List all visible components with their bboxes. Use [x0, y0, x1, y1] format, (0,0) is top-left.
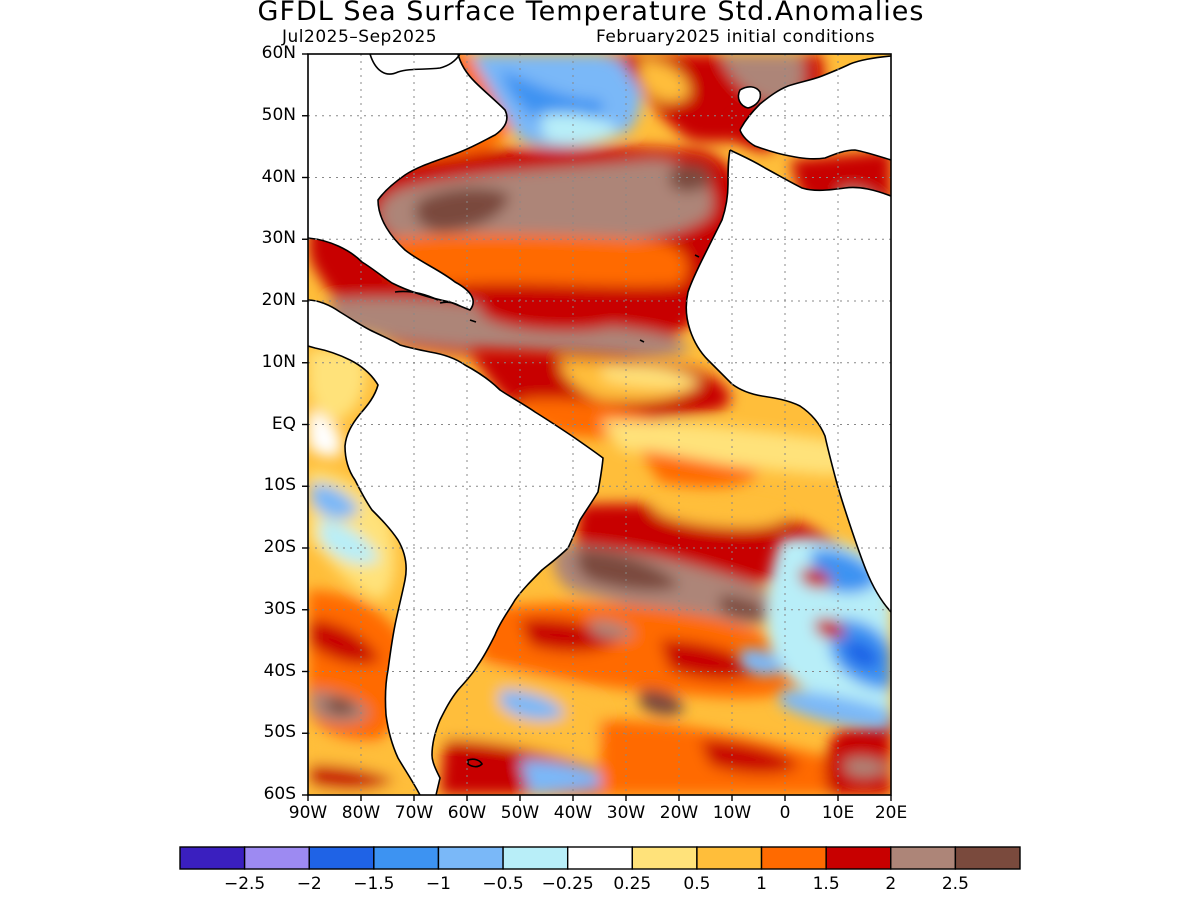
lon-label: 10W	[712, 803, 752, 823]
colorbar-tick-label: −1.5	[353, 874, 395, 894]
lat-label: 40S	[263, 660, 296, 681]
lat-label: 30S	[263, 598, 296, 619]
initial-conditions-label: February2025 initial conditions	[596, 27, 876, 47]
lon-label: 60W	[447, 803, 487, 823]
colorbar-tick-label: −2	[296, 874, 322, 894]
colorbar-swatch	[760, 846, 827, 870]
colorbar-swatch	[696, 846, 763, 870]
colorbar-swatch	[825, 846, 892, 870]
colorbar-tick-label: 0.5	[683, 874, 711, 894]
colorbar-tick-label: −1	[425, 874, 451, 894]
axis-ticks	[302, 53, 892, 801]
lat-label: 60N	[261, 43, 296, 63]
anomaly-field	[308, 54, 891, 795]
colorbar-swatch	[631, 846, 698, 870]
lon-label: 20E	[874, 803, 908, 823]
colorbar-tick-label: −2.5	[223, 874, 266, 894]
land	[308, 54, 891, 795]
colorbar-swatch	[179, 846, 246, 870]
colorbar-swatch	[308, 846, 375, 870]
lon-label: 0	[779, 803, 791, 823]
colorbar-swatch	[566, 846, 634, 870]
colorbar-swatch	[437, 846, 504, 870]
period-label: Jul2025–Sep2025	[282, 27, 438, 47]
lon-label: 70W	[394, 803, 434, 823]
lon-label: 10E	[821, 803, 855, 823]
colorbar-swatch	[502, 846, 569, 870]
lon-label: 40W	[553, 803, 593, 823]
colorbar-swatch	[954, 846, 1021, 870]
lat-label: 20S	[263, 537, 296, 557]
colorbar-swatch	[243, 846, 310, 870]
colorbar-tick-label: −0.25	[541, 874, 594, 894]
map-grid	[308, 54, 891, 795]
colorbar	[179, 846, 1021, 870]
lat-label: EQ	[271, 413, 296, 434]
colorbar-tick-label: 2.5	[941, 874, 969, 894]
lon-label: 90W	[288, 803, 328, 823]
lon-label: 80W	[341, 803, 381, 823]
colorbar-tick-label: −0.5	[482, 874, 524, 894]
lon-label: 20W	[659, 803, 699, 823]
lat-label: 10N	[261, 351, 296, 372]
lat-label: 40N	[261, 166, 296, 187]
colorbar-tick-label: 2	[885, 874, 897, 894]
lat-label: 50N	[261, 104, 296, 125]
colorbar-swatch	[890, 846, 957, 870]
lat-label: 30N	[261, 228, 296, 249]
lat-label: 60S	[263, 784, 296, 804]
colorbar-swatch	[373, 846, 440, 870]
lat-label: 10S	[263, 475, 296, 496]
lon-label: 30W	[606, 803, 646, 823]
lat-label: 20N	[261, 290, 296, 310]
colorbar-tick-label: 1	[756, 874, 767, 894]
colorbar-tick-label: 1.5	[812, 874, 840, 894]
lon-label: 50W	[500, 803, 540, 823]
map-title: GFDL Sea Surface Temperature Std.Anomali…	[257, 0, 925, 27]
colorbar-tick-label: 0.25	[613, 874, 652, 894]
lat-label: 50S	[263, 722, 296, 743]
